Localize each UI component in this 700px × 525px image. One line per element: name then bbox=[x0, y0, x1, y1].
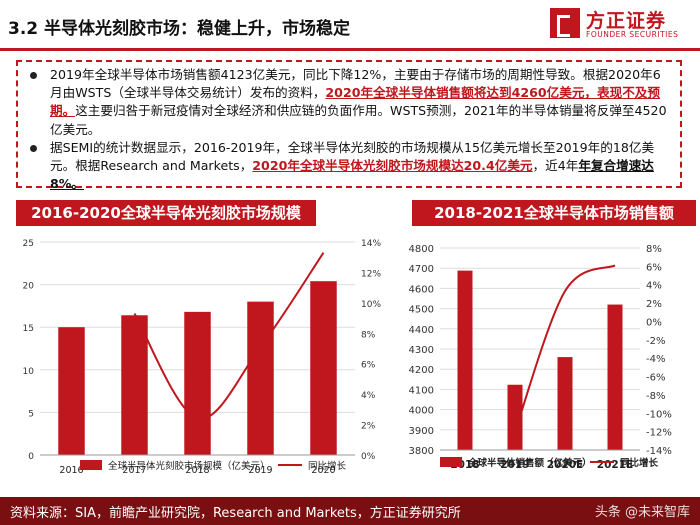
bullet-paragraph-2: 据SEMI的统计数据显示，2016-2019年，全球半导体光刻胶的市场规模从15… bbox=[28, 139, 672, 194]
chart-photoresist-market: 0 5 10 15 20 25 0% 2% 4% 6% 8% 10% 12% 14% 2016 2017 201… bbox=[23, 239, 382, 476]
p1-highlight: 2020年全球半导体销售额将达到4260亿美元，表现不及预期。 bbox=[50, 85, 660, 119]
c2-ytick: 4200 bbox=[409, 365, 434, 376]
c1-xtick: 2020 bbox=[311, 465, 335, 476]
c1-legend-bar-label: 全球半导体光刻胶市场规模（亿美元） bbox=[108, 460, 270, 472]
p2-highlight-2: 年复合增速达8%。 bbox=[50, 158, 654, 192]
p2-highlight: 2020年全球半导体光刻胶市场规模达20.4亿美元 bbox=[252, 158, 533, 174]
c1-xtick: 2016 bbox=[59, 465, 83, 476]
c1-ytick: 5 bbox=[28, 409, 34, 419]
c1-legend-bar-swatch bbox=[80, 460, 102, 470]
c2-legend-bar-label: 全球半导体销售额（亿美元） bbox=[467, 457, 592, 469]
bullet-dot-icon bbox=[30, 144, 37, 152]
c1-xtick: 2017 bbox=[122, 465, 146, 476]
chart1-title: 2016-2020全球半导体光刻胶市场规模 bbox=[16, 200, 316, 226]
chart2-title: 2018-2021全球半导体市场销售额 bbox=[412, 200, 696, 226]
c2-legend-bar-swatch bbox=[440, 457, 462, 467]
chart-semiconductor-sales: 3800 3900 4000 4100 4200 4300 4400 4500 4600 4700… bbox=[409, 244, 672, 471]
c2-bar bbox=[507, 384, 523, 450]
c2-bar bbox=[607, 304, 623, 450]
c2-ytick: 4000 bbox=[409, 406, 434, 417]
summary-box: 2019年全球半导体市场销售额4123亿美元，同比下降12%，主要由于存储市场的… bbox=[16, 60, 682, 191]
c1-y2tick: 12% bbox=[361, 269, 381, 279]
page-title: 3.2 半导体光刻胶市场：稳健上升，市场稳定 bbox=[8, 19, 351, 39]
c2-y2tick: -12% bbox=[646, 428, 672, 439]
c2-y2tick: -2% bbox=[646, 336, 665, 347]
header: 3.2 半导体光刻胶市场：稳健上升，市场稳定 方正证券 FOUNDER SECU… bbox=[0, 0, 700, 52]
c1-y2tick: 0% bbox=[361, 452, 376, 462]
c1-bar bbox=[184, 311, 211, 455]
brand-logo: 方正证券 FOUNDER SECURITIES bbox=[550, 6, 690, 44]
c1-bar bbox=[121, 315, 148, 455]
watermark: 头条 @未来智库 bbox=[594, 505, 690, 520]
c1-ytick: 0 bbox=[28, 452, 34, 462]
c1-bar bbox=[58, 327, 85, 455]
c1-ytick: 15 bbox=[23, 324, 34, 334]
c2-ytick: 4400 bbox=[409, 325, 434, 336]
c2-y2tick: -4% bbox=[646, 354, 665, 365]
c2-y2tick: 2% bbox=[646, 299, 662, 310]
logo-subtitle: FOUNDER SECURITIES bbox=[586, 30, 679, 39]
c2-ytick: 3900 bbox=[409, 426, 434, 437]
title-divider bbox=[0, 48, 700, 51]
c2-y2tick: -14% bbox=[646, 446, 672, 457]
c2-y2tick: -8% bbox=[646, 391, 665, 402]
c1-bar bbox=[247, 301, 274, 455]
c1-ytick: 20 bbox=[23, 282, 35, 292]
c2-ytick: 3800 bbox=[409, 446, 434, 457]
c1-y2tick: 14% bbox=[361, 239, 381, 249]
c2-legend-line-label: 同比增长 bbox=[620, 457, 659, 469]
c2-ytick: 4700 bbox=[409, 264, 434, 275]
c1-y2tick: 6% bbox=[361, 361, 376, 371]
p1-text-b: 这主要归咎于新冠疫情对全球经济和供应链的负面作用。WSTS预测，2021年的半导… bbox=[50, 103, 667, 137]
c1-ytick: 25 bbox=[23, 239, 34, 249]
footer: 资料来源：SIA，前瞻产业研究院，Research and Markets，方正… bbox=[0, 497, 700, 525]
p2-text-a: 据SEMI的统计数据显示，2016-2019年，全球半导体光刻胶的市场规模从15… bbox=[50, 139, 655, 174]
source-note: 资料来源：SIA，前瞻产业研究院，Research and Markets，方正… bbox=[10, 506, 461, 521]
c2-ytick: 4500 bbox=[409, 305, 434, 316]
c2-xtick: 2019 bbox=[500, 459, 529, 471]
c1-xtick: 2019 bbox=[248, 465, 272, 476]
c1-bar bbox=[310, 281, 337, 455]
bullet-dot-icon bbox=[30, 72, 37, 79]
c1-xtick: 2018 bbox=[185, 465, 209, 476]
c2-growth-line bbox=[514, 264, 616, 432]
logo-icon bbox=[550, 8, 580, 38]
c2-ytick: 4100 bbox=[409, 385, 434, 396]
c2-y2tick: -6% bbox=[646, 373, 665, 384]
c2-ytick: 4800 bbox=[409, 244, 434, 255]
bullet-paragraph-1: 2019年全球半导体市场销售额4123亿美元，同比下降12%，主要由于存储市场的… bbox=[28, 66, 672, 139]
c2-ytick: 4300 bbox=[409, 345, 434, 356]
c2-y2tick: 0% bbox=[646, 317, 662, 328]
c1-y2tick: 8% bbox=[361, 330, 376, 340]
c2-ytick: 4600 bbox=[409, 284, 434, 295]
c2-xtick: 2020E bbox=[547, 459, 583, 471]
p2-text-b: ，近4年 bbox=[532, 158, 579, 174]
c1-ytick: 10 bbox=[23, 367, 35, 377]
c1-y2tick: 2% bbox=[361, 422, 376, 432]
c1-y2tick: 10% bbox=[361, 300, 381, 310]
c2-bar bbox=[557, 357, 573, 450]
c2-y2tick: 8% bbox=[646, 244, 662, 255]
c2-y2tick: 4% bbox=[646, 281, 662, 292]
p1-text-a: 2019年全球半导体市场销售额4123亿美元，同比下降12%，主要由于存储市场的… bbox=[50, 67, 661, 101]
c1-y2tick: 4% bbox=[361, 391, 376, 401]
c1-legend-line-label: 同比增长 bbox=[308, 460, 347, 472]
c1-growth-line bbox=[133, 252, 325, 420]
c2-bar bbox=[457, 270, 473, 450]
c2-y2tick: 6% bbox=[646, 262, 662, 273]
logo-name: 方正证券 bbox=[586, 10, 667, 32]
c2-y2tick: -10% bbox=[646, 409, 672, 420]
